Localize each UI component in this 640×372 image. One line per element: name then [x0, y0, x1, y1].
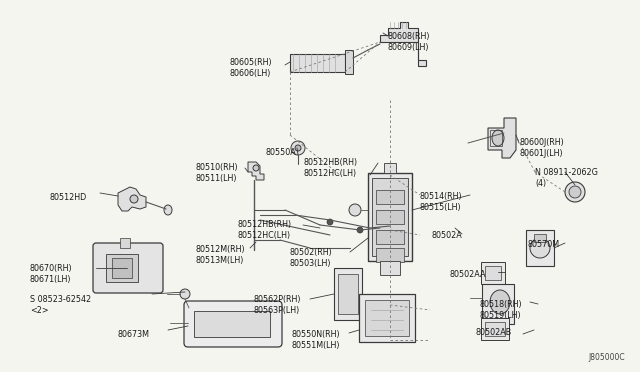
- Text: 80608(RH)
80609(LH): 80608(RH) 80609(LH): [388, 32, 431, 52]
- Polygon shape: [488, 118, 516, 158]
- Bar: [359, 294, 415, 342]
- Bar: [384, 163, 396, 173]
- Text: 80512HD: 80512HD: [50, 193, 87, 202]
- Text: 80512HB(RH)
80512HC(LH): 80512HB(RH) 80512HC(LH): [303, 158, 357, 178]
- Text: 80502A: 80502A: [432, 231, 463, 240]
- Bar: [334, 268, 362, 320]
- Ellipse shape: [349, 204, 361, 216]
- Text: 80502AA: 80502AA: [450, 270, 486, 279]
- Text: 80550A: 80550A: [265, 148, 296, 157]
- Bar: [481, 318, 509, 340]
- Bar: [376, 248, 404, 262]
- Text: 80562P(RH)
80563P(LH): 80562P(RH) 80563P(LH): [254, 295, 301, 315]
- Bar: [482, 284, 514, 324]
- Ellipse shape: [357, 227, 363, 233]
- Bar: [345, 50, 353, 74]
- Bar: [376, 190, 404, 204]
- Ellipse shape: [130, 195, 138, 203]
- Polygon shape: [118, 187, 146, 211]
- Text: 80600J(RH)
80601J(LH): 80600J(RH) 80601J(LH): [519, 138, 564, 158]
- Bar: [194, 311, 270, 337]
- Bar: [290, 54, 345, 72]
- FancyBboxPatch shape: [93, 243, 163, 293]
- FancyBboxPatch shape: [184, 301, 282, 347]
- Polygon shape: [380, 22, 426, 66]
- Bar: [490, 130, 502, 146]
- Bar: [120, 238, 130, 248]
- Text: 80510(RH)
80511(LH): 80510(RH) 80511(LH): [195, 163, 237, 183]
- Bar: [534, 234, 546, 242]
- Ellipse shape: [180, 289, 190, 299]
- Text: 80605(RH)
80606(LH): 80605(RH) 80606(LH): [230, 58, 273, 78]
- Text: S 08523-62542
<2>: S 08523-62542 <2>: [30, 295, 91, 315]
- Bar: [106, 254, 138, 282]
- Text: 80570M: 80570M: [527, 240, 559, 249]
- Text: 80550N(RH)
80551M(LH): 80550N(RH) 80551M(LH): [291, 330, 340, 350]
- Bar: [376, 210, 404, 224]
- Polygon shape: [248, 162, 264, 180]
- Bar: [112, 258, 132, 278]
- Text: 80518(RH)
80519(LH): 80518(RH) 80519(LH): [480, 300, 523, 320]
- Text: 80670(RH)
80671(LH): 80670(RH) 80671(LH): [30, 264, 72, 284]
- Ellipse shape: [295, 145, 301, 151]
- Bar: [368, 173, 412, 261]
- Text: N 08911-2062G
(4): N 08911-2062G (4): [535, 168, 598, 188]
- Ellipse shape: [164, 205, 172, 215]
- Bar: [365, 300, 409, 336]
- Text: 80512HB(RH)
80512HC(LH): 80512HB(RH) 80512HC(LH): [237, 220, 291, 240]
- Bar: [376, 230, 404, 244]
- Bar: [372, 178, 408, 256]
- Ellipse shape: [530, 238, 550, 258]
- Text: 80512M(RH)
80513M(LH): 80512M(RH) 80513M(LH): [196, 245, 246, 265]
- Ellipse shape: [492, 130, 504, 146]
- Bar: [481, 262, 505, 284]
- Ellipse shape: [490, 290, 510, 314]
- Bar: [338, 274, 358, 314]
- Bar: [380, 261, 400, 275]
- Bar: [485, 266, 501, 280]
- Ellipse shape: [327, 219, 333, 225]
- Text: 80502AB: 80502AB: [476, 328, 512, 337]
- Bar: [526, 230, 554, 266]
- Ellipse shape: [569, 186, 581, 198]
- Ellipse shape: [253, 165, 259, 171]
- Ellipse shape: [565, 182, 585, 202]
- Bar: [485, 322, 505, 336]
- Text: J805000C: J805000C: [588, 353, 625, 362]
- Ellipse shape: [291, 141, 305, 155]
- Text: 80514(RH)
80515(LH): 80514(RH) 80515(LH): [420, 192, 463, 212]
- Text: 80502(RH)
80503(LH): 80502(RH) 80503(LH): [290, 248, 333, 268]
- Text: 80673M: 80673M: [118, 330, 150, 339]
